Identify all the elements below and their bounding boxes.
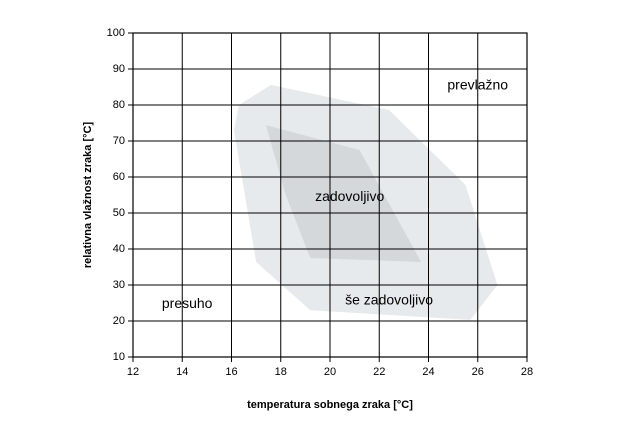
x-tick-label: 14	[176, 366, 188, 378]
y-axis-label: relativna vlažnost zraka [°C]	[82, 122, 94, 269]
y-tick-label: 90	[113, 63, 125, 75]
plot-frame	[132, 32, 528, 358]
x-tick-label: 12	[127, 366, 139, 378]
annotation: presuho	[162, 295, 213, 311]
x-tick-label: 22	[373, 366, 385, 378]
annotation: prevlažno	[447, 77, 508, 93]
x-tick-label: 16	[225, 366, 237, 378]
y-tick-label: 70	[113, 135, 125, 147]
x-tick-label: 18	[275, 366, 287, 378]
x-axis-label: temperatura sobnega zraka [°C]	[247, 399, 413, 411]
y-tick-label: 100	[107, 27, 125, 39]
x-tick-label: 20	[324, 366, 336, 378]
x-tick-label: 28	[521, 366, 533, 378]
y-tick-label: 20	[113, 315, 125, 327]
y-tick-label: 40	[113, 243, 125, 255]
zone	[265, 125, 422, 262]
x-tick-label: 24	[422, 366, 434, 378]
annotation: še zadovoljivo	[345, 292, 433, 308]
annotation: zadovoljivo	[315, 188, 384, 204]
y-tick-label: 80	[113, 99, 125, 111]
y-tick-label: 60	[113, 171, 125, 183]
y-tick-label: 50	[113, 207, 125, 219]
y-tick-label: 10	[113, 351, 125, 363]
x-tick-label: 26	[472, 366, 484, 378]
y-tick-label: 30	[113, 279, 125, 291]
